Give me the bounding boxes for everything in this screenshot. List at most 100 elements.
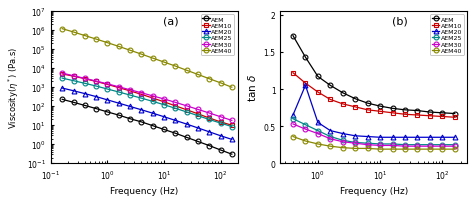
AEM20 [377, 136, 383, 139]
AEM30 [206, 112, 212, 115]
AEM10 [439, 116, 445, 118]
AEM10 [452, 116, 457, 119]
AEM40 [402, 148, 408, 151]
AEM20 [402, 136, 408, 139]
Legend: AEM, AEM10, AEM20, AEM25, AEM30, AEM40: AEM, AEM10, AEM20, AEM25, AEM30, AEM40 [201, 15, 235, 56]
AEM10 [59, 73, 65, 76]
AEM10 [290, 72, 296, 75]
AEM25 [150, 101, 155, 103]
AEM30 [218, 116, 223, 118]
AEM20 [138, 109, 144, 112]
AEM40 [195, 74, 201, 76]
AEM [173, 132, 178, 135]
AEM40 [184, 70, 190, 72]
AEM30 [93, 80, 99, 83]
AEM25 [328, 136, 333, 138]
Line: AEM20: AEM20 [291, 83, 457, 140]
AEM10 [161, 101, 167, 104]
AEM20 [184, 123, 190, 126]
AEM20 [93, 96, 99, 98]
AEM40 [328, 145, 333, 148]
AEM30 [173, 102, 178, 104]
AEM25 [161, 104, 167, 106]
AEM40 [150, 58, 155, 60]
AEM25 [93, 85, 99, 88]
AEM [105, 111, 110, 114]
AEM10 [127, 90, 133, 93]
AEM40 [390, 148, 395, 151]
Line: AEM30: AEM30 [60, 71, 234, 123]
AEM25 [82, 83, 88, 85]
AEM40 [340, 147, 346, 149]
AEM20 [290, 114, 296, 117]
Line: AEM25: AEM25 [60, 76, 234, 129]
Line: AEM10: AEM10 [291, 71, 457, 120]
AEM20 [71, 90, 76, 93]
AEM20 [206, 131, 212, 133]
AEM25 [71, 80, 76, 82]
AEM [377, 105, 383, 108]
AEM20 [315, 122, 321, 124]
Line: AEM25: AEM25 [291, 117, 457, 147]
AEM25 [116, 91, 122, 94]
Line: AEM: AEM [291, 34, 457, 116]
AEM25 [352, 142, 358, 144]
AEM10 [365, 109, 371, 112]
AEM10 [138, 94, 144, 96]
AEM [150, 125, 155, 127]
AEM25 [195, 115, 201, 117]
AEM30 [390, 144, 395, 147]
Text: (b): (b) [392, 17, 408, 27]
X-axis label: Frequency (Hz): Frequency (Hz) [339, 186, 408, 195]
AEM [302, 57, 308, 59]
X-axis label: Frequency (Hz): Frequency (Hz) [110, 186, 178, 195]
AEM [206, 145, 212, 147]
AEM [452, 113, 457, 115]
AEM40 [105, 42, 110, 45]
AEM25 [127, 94, 133, 97]
AEM10 [315, 91, 321, 94]
AEM30 [427, 145, 433, 148]
AEM [340, 92, 346, 95]
AEM25 [390, 143, 395, 145]
AEM10 [340, 103, 346, 106]
AEM [415, 110, 420, 112]
AEM [195, 141, 201, 143]
AEM25 [340, 139, 346, 142]
AEM40 [427, 148, 433, 151]
AEM [290, 35, 296, 38]
AEM30 [377, 144, 383, 147]
AEM10 [116, 87, 122, 89]
AEM30 [452, 145, 457, 148]
AEM25 [138, 97, 144, 100]
AEM25 [218, 122, 223, 125]
Text: (a): (a) [163, 17, 179, 27]
Legend: AEM, AEM10, AEM20, AEM25, AEM30, AEM40: AEM, AEM10, AEM20, AEM25, AEM30, AEM40 [430, 15, 464, 56]
AEM [229, 153, 235, 156]
AEM40 [127, 50, 133, 52]
Line: AEM40: AEM40 [60, 27, 234, 90]
AEM25 [315, 130, 321, 132]
AEM30 [71, 75, 76, 78]
AEM30 [328, 138, 333, 140]
AEM10 [206, 117, 212, 120]
AEM25 [427, 144, 433, 146]
AEM10 [82, 78, 88, 81]
AEM30 [229, 120, 235, 122]
AEM20 [340, 133, 346, 135]
AEM10 [402, 114, 408, 116]
AEM30 [290, 123, 296, 125]
AEM20 [195, 127, 201, 129]
AEM10 [71, 76, 76, 78]
AEM10 [390, 112, 395, 115]
AEM10 [93, 81, 99, 83]
AEM25 [365, 142, 371, 145]
Line: AEM40: AEM40 [291, 135, 457, 152]
AEM25 [452, 144, 457, 146]
AEM30 [184, 105, 190, 107]
AEM [161, 129, 167, 131]
AEM25 [173, 107, 178, 110]
AEM40 [93, 39, 99, 41]
AEM [138, 121, 144, 123]
AEM40 [365, 147, 371, 150]
